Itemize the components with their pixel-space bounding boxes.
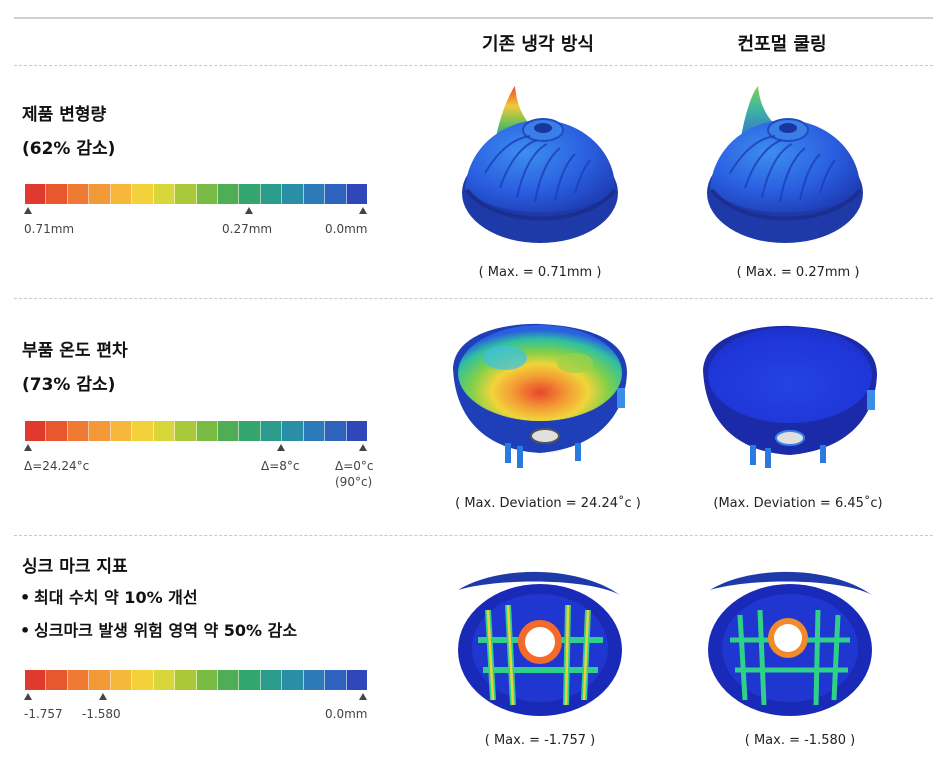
- scale-segment: [132, 421, 154, 441]
- scale-segment: [25, 421, 47, 441]
- marker-triangle: [359, 207, 367, 214]
- result-caption: ( Max. = -1.757 ): [484, 733, 596, 748]
- scale-segment: [89, 421, 111, 441]
- scale-segment: [325, 670, 347, 690]
- scale-segment: [110, 421, 133, 441]
- result-caption: ( Max. = 0.71mm ): [478, 265, 602, 280]
- scale-segment: [175, 184, 197, 204]
- marker-triangle: [24, 693, 32, 700]
- scale-segment: [46, 184, 68, 204]
- scale-label: 0.0mm: [325, 707, 368, 721]
- scale-segment: [346, 421, 367, 441]
- scale-segment: [260, 670, 283, 690]
- scale-segment: [217, 670, 240, 690]
- scale-segment: [153, 670, 176, 690]
- scale-segment: [303, 184, 326, 204]
- marker-triangle: [245, 207, 253, 214]
- scale-segment: [132, 184, 154, 204]
- list-item: 최대 수치 약 10% 개선: [20, 581, 297, 614]
- deformation-simulation-conformal-icon: [707, 86, 863, 243]
- marker-triangle: [359, 693, 367, 700]
- scale-segment: [110, 184, 133, 204]
- scale-segment: [217, 184, 240, 204]
- scale-segment: [217, 421, 240, 441]
- row-divider: [14, 535, 933, 536]
- scale-segment: [325, 421, 347, 441]
- marker-triangle: [99, 693, 107, 700]
- scale-segment: [282, 670, 304, 690]
- scale-segment: [239, 184, 261, 204]
- sinkmark-simulation-conventional-icon: [458, 571, 622, 716]
- scale-segment: [110, 670, 133, 690]
- scale-segment: [25, 670, 47, 690]
- row-subtitle-deformation: (62% 감소): [22, 139, 116, 159]
- row-title-sinkmark: 싱크 마크 지표: [22, 557, 128, 577]
- scale-segment: [239, 670, 261, 690]
- scale-segment: [303, 421, 326, 441]
- scale-label: 0.27mm: [222, 222, 273, 236]
- row-divider: [14, 298, 933, 299]
- result-caption: ( Max. = 0.27mm ): [736, 265, 860, 280]
- improvement-list: 최대 수치 약 10% 개선 싱크마크 발생 위험 영역 약 50% 감소: [20, 581, 297, 647]
- column-header-conventional: 기존 냉각 방식: [482, 34, 594, 55]
- result-caption: ( Max. Deviation = 24.24˚c ): [455, 496, 641, 511]
- result-caption: (Max. Deviation = 6.45˚c): [713, 496, 883, 511]
- scale-segment: [325, 184, 347, 204]
- color-scale-bar: [25, 670, 367, 690]
- scale-segment: [346, 670, 367, 690]
- scale-label: -1.757: [24, 707, 63, 721]
- scale-segment: [196, 184, 218, 204]
- scale-segment: [196, 670, 218, 690]
- scale-segment: [132, 670, 154, 690]
- temperature-simulation-conformal-icon: [703, 325, 877, 468]
- scale-segment: [175, 670, 197, 690]
- column-header-conformal: 컨포멀 쿨링: [737, 34, 827, 55]
- scale-segment: [282, 421, 304, 441]
- scale-label: (90°c): [335, 475, 373, 489]
- color-scale-bar: [25, 184, 367, 204]
- scale-segment: [67, 670, 90, 690]
- scale-segment: [89, 670, 111, 690]
- scale-segment: [153, 421, 176, 441]
- scale-segment: [153, 184, 176, 204]
- marker-triangle: [359, 444, 367, 451]
- scale-label: Δ=0°c: [335, 459, 374, 473]
- color-scale-bar: [25, 421, 367, 441]
- row-title-temperature: 부품 온도 편차: [22, 341, 128, 361]
- scale-segment: [175, 421, 197, 441]
- scale-label: 0.71mm: [24, 222, 75, 236]
- marker-triangle: [277, 444, 285, 451]
- scale-segment: [89, 184, 111, 204]
- scale-segment: [196, 421, 218, 441]
- result-caption: ( Max. = -1.580 ): [744, 733, 856, 748]
- scale-segment: [303, 670, 326, 690]
- deformation-simulation-conventional-icon: [462, 86, 618, 243]
- scale-segment: [67, 184, 90, 204]
- row-title-deformation: 제품 변형량: [22, 105, 107, 125]
- scale-label: -1.580: [82, 707, 121, 721]
- scale-label: 0.0mm: [325, 222, 368, 236]
- row-subtitle-temperature: (73% 감소): [22, 375, 116, 395]
- scale-segment: [239, 421, 261, 441]
- scale-segment: [67, 421, 90, 441]
- scale-segment: [25, 184, 47, 204]
- row-divider: [14, 65, 933, 66]
- marker-triangle: [24, 207, 32, 214]
- scale-segment: [346, 184, 367, 204]
- scale-segment: [46, 670, 68, 690]
- marker-triangle: [24, 444, 32, 451]
- scale-label: Δ=8°c: [261, 459, 300, 473]
- scale-segment: [260, 421, 283, 441]
- temperature-simulation-conventional-icon: [453, 323, 627, 468]
- list-item: 싱크마크 발생 위험 영역 약 50% 감소: [20, 614, 297, 647]
- scale-segment: [46, 421, 68, 441]
- top-rule: [14, 17, 933, 19]
- scale-segment: [282, 184, 304, 204]
- sinkmark-simulation-conformal-icon: [708, 571, 872, 716]
- scale-segment: [260, 184, 283, 204]
- scale-label: Δ=24.24°c: [24, 459, 90, 473]
